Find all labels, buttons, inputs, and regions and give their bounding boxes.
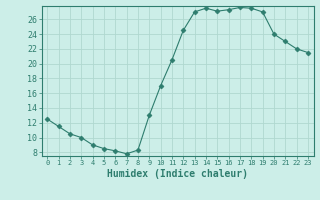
- X-axis label: Humidex (Indice chaleur): Humidex (Indice chaleur): [107, 169, 248, 179]
